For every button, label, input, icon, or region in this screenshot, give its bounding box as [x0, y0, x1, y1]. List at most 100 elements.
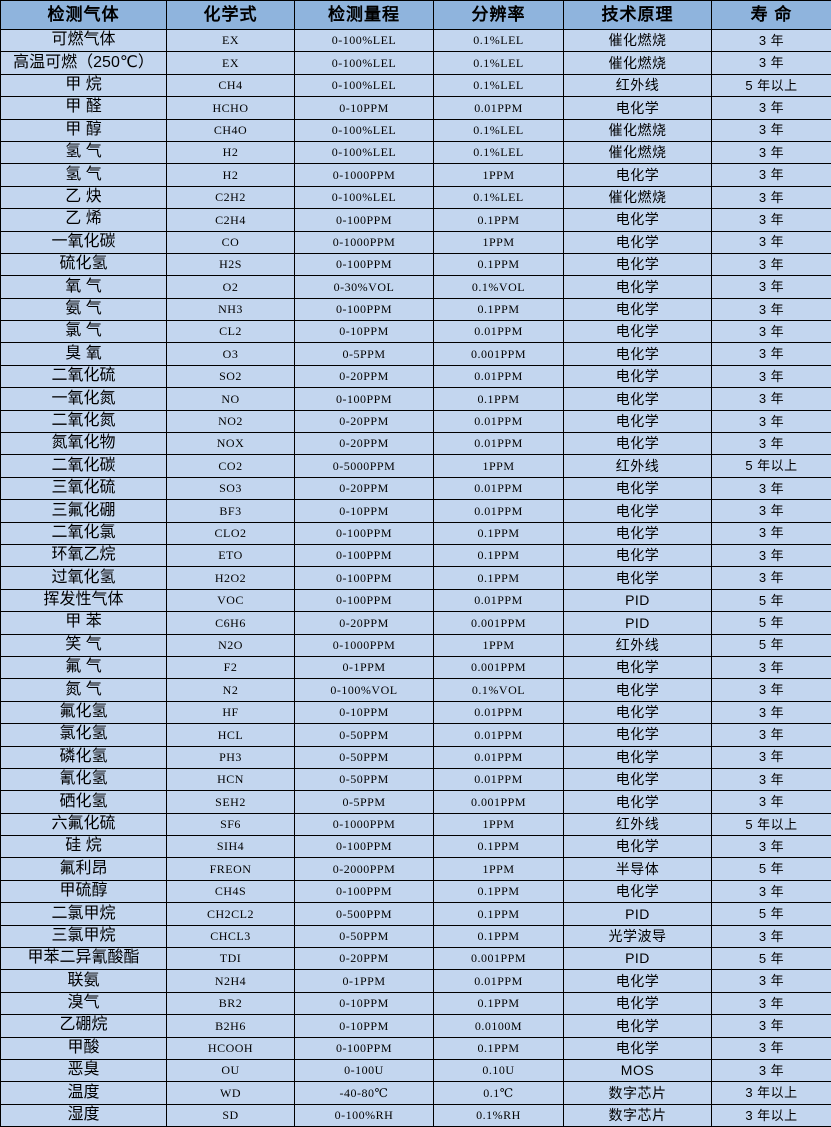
column-header-life: 寿 命 [712, 1, 831, 30]
cell-range: 0-50PPM [295, 746, 434, 768]
cell-principle: 电化学 [564, 231, 712, 253]
cell-gas: 氨 气 [1, 298, 167, 320]
cell-range: 0-100PPM [295, 209, 434, 231]
cell-principle: 催化燃烧 [564, 186, 712, 208]
cell-formula: H2S [167, 253, 295, 275]
cell-life: 3 年 [712, 544, 831, 566]
cell-life: 5 年 [712, 589, 831, 611]
cell-formula: F2 [167, 656, 295, 678]
cell-range: -40-80℃ [295, 1082, 434, 1104]
cell-life: 3 年 [712, 970, 831, 992]
cell-formula: HCL [167, 724, 295, 746]
cell-formula: C2H2 [167, 186, 295, 208]
cell-resolution: 0.01PPM [434, 477, 564, 499]
cell-gas: 过氧化氢 [1, 567, 167, 589]
cell-range: 0-10PPM [295, 321, 434, 343]
cell-resolution: 0.01PPM [434, 589, 564, 611]
cell-life: 3 年 [712, 992, 831, 1014]
cell-gas: 甲 烷 [1, 74, 167, 96]
cell-resolution: 0.01PPM [434, 768, 564, 790]
cell-range: 0-100PPM [295, 836, 434, 858]
cell-formula: SIH4 [167, 836, 295, 858]
cell-formula: SO3 [167, 477, 295, 499]
cell-life: 3 年 [712, 433, 831, 455]
cell-gas: 溴气 [1, 992, 167, 1014]
cell-life: 5 年 [712, 858, 831, 880]
cell-resolution: 0.01PPM [434, 701, 564, 723]
cell-life: 3 年 [712, 567, 831, 589]
cell-formula: SD [167, 1104, 295, 1126]
cell-principle: 电化学 [564, 410, 712, 432]
cell-life: 3 年 [712, 186, 831, 208]
cell-range: 0-100%LEL [295, 74, 434, 96]
cell-principle: 电化学 [564, 433, 712, 455]
cell-principle: 电化学 [564, 209, 712, 231]
cell-life: 3 年 [712, 746, 831, 768]
cell-gas: 硅 烷 [1, 836, 167, 858]
cell-principle: 电化学 [564, 768, 712, 790]
cell-principle: 电化学 [564, 343, 712, 365]
cell-principle: 电化学 [564, 1015, 712, 1037]
column-header-range: 检测量程 [295, 1, 434, 30]
cell-gas: 二氧化硫 [1, 365, 167, 387]
cell-formula: H2 [167, 141, 295, 163]
cell-principle: 电化学 [564, 679, 712, 701]
cell-resolution: 0.01PPM [434, 724, 564, 746]
cell-formula: WD [167, 1082, 295, 1104]
cell-principle: 电化学 [564, 724, 712, 746]
cell-formula: ETO [167, 544, 295, 566]
cell-range: 0-20PPM [295, 612, 434, 634]
cell-formula: CHCL3 [167, 925, 295, 947]
cell-life: 3 年 [712, 343, 831, 365]
cell-range: 0-10PPM [295, 701, 434, 723]
cell-range: 0-20PPM [295, 433, 434, 455]
cell-resolution: 0.1PPM [434, 836, 564, 858]
cell-life: 3 年 [712, 209, 831, 231]
cell-resolution: 0.1PPM [434, 1037, 564, 1059]
cell-life: 3 年 [712, 1015, 831, 1037]
cell-principle: PID [564, 948, 712, 970]
cell-resolution: 0.1%VOL [434, 276, 564, 298]
cell-resolution: 0.1PPM [434, 388, 564, 410]
cell-life: 3 年以上 [712, 1104, 831, 1126]
cell-life: 3 年 [712, 97, 831, 119]
cell-life: 3 年 [712, 1037, 831, 1059]
cell-range: 0-2000PPM [295, 858, 434, 880]
cell-principle: PID [564, 589, 712, 611]
cell-resolution: 1PPM [434, 858, 564, 880]
cell-principle: 数字芯片 [564, 1082, 712, 1104]
cell-life: 3 年 [712, 231, 831, 253]
cell-gas: 三氟化硼 [1, 500, 167, 522]
cell-life: 3 年 [712, 298, 831, 320]
cell-resolution: 0.1PPM [434, 522, 564, 544]
cell-range: 0-10PPM [295, 500, 434, 522]
cell-range: 0-100PPM [295, 253, 434, 275]
cell-principle: 电化学 [564, 522, 712, 544]
cell-life: 5 年以上 [712, 74, 831, 96]
cell-resolution: 0.001PPM [434, 656, 564, 678]
cell-gas: 三氯甲烷 [1, 925, 167, 947]
cell-formula: EX [167, 30, 295, 52]
cell-resolution: 0.1%LEL [434, 30, 564, 52]
cell-life: 3 年 [712, 141, 831, 163]
column-header-principle: 技术原理 [564, 1, 712, 30]
cell-formula: FREON [167, 858, 295, 880]
cell-resolution: 0.001PPM [434, 343, 564, 365]
cell-range: 0-20PPM [295, 410, 434, 432]
cell-gas: 可燃气体 [1, 30, 167, 52]
cell-resolution: 0.01PPM [434, 365, 564, 387]
cell-resolution: 0.001PPM [434, 612, 564, 634]
